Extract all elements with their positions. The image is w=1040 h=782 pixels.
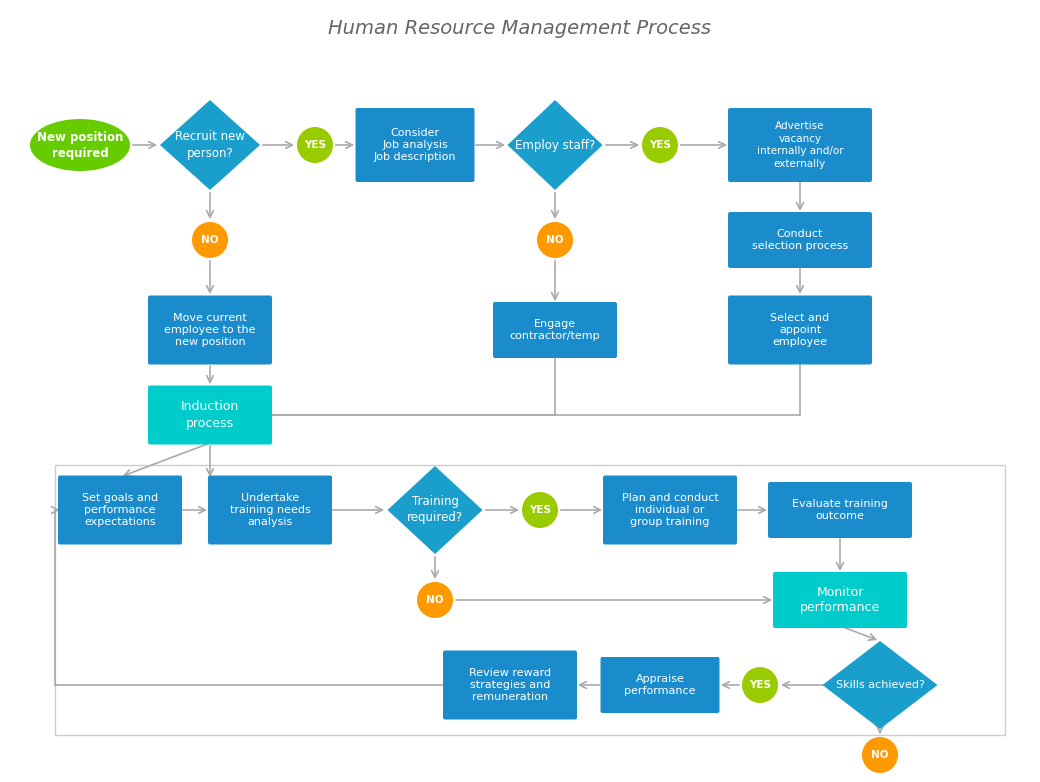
FancyBboxPatch shape [493, 302, 617, 358]
Text: NO: NO [202, 235, 218, 245]
FancyBboxPatch shape [148, 296, 272, 364]
Text: Set goals and
performance
expectations: Set goals and performance expectations [82, 493, 158, 527]
Text: Undertake
training needs
analysis: Undertake training needs analysis [230, 493, 310, 527]
Text: NO: NO [426, 595, 444, 605]
Text: Review reward
strategies and
remuneration: Review reward strategies and remuneratio… [469, 668, 551, 702]
Text: YES: YES [749, 680, 771, 690]
Text: YES: YES [649, 140, 671, 150]
Polygon shape [823, 641, 937, 729]
Text: Appraise
performance: Appraise performance [624, 674, 696, 696]
FancyBboxPatch shape [728, 108, 872, 182]
Text: NO: NO [872, 750, 889, 760]
Text: Monitor
performance: Monitor performance [800, 586, 880, 615]
Text: Human Resource Management Process: Human Resource Management Process [329, 19, 711, 38]
Circle shape [742, 667, 778, 703]
Text: Advertise
vacancy
internally and/or
externally: Advertise vacancy internally and/or exte… [757, 121, 843, 169]
Circle shape [862, 737, 898, 773]
FancyBboxPatch shape [148, 386, 272, 444]
Circle shape [192, 222, 228, 258]
Text: Training
required?: Training required? [407, 496, 463, 525]
Circle shape [537, 222, 573, 258]
Text: Skills achieved?: Skills achieved? [835, 680, 925, 690]
Text: Recruit new
person?: Recruit new person? [175, 131, 245, 160]
Text: YES: YES [529, 505, 551, 515]
Text: Induction
process: Induction process [181, 400, 239, 429]
Polygon shape [508, 100, 602, 190]
FancyBboxPatch shape [773, 572, 907, 628]
Circle shape [642, 127, 678, 163]
Polygon shape [160, 100, 260, 190]
Text: Consider
Job analysis
Job description: Consider Job analysis Job description [373, 127, 457, 163]
Text: Select and
appoint
employee: Select and appoint employee [771, 313, 830, 347]
Circle shape [522, 492, 558, 528]
FancyBboxPatch shape [603, 475, 737, 544]
Text: Conduct
selection process: Conduct selection process [752, 229, 849, 251]
Circle shape [417, 582, 453, 618]
Text: Move current
employee to the
new position: Move current employee to the new positio… [164, 313, 256, 347]
FancyBboxPatch shape [768, 482, 912, 538]
FancyBboxPatch shape [58, 475, 182, 544]
Text: NO: NO [546, 235, 564, 245]
Ellipse shape [30, 119, 130, 171]
Text: Employ staff?: Employ staff? [515, 138, 595, 152]
FancyBboxPatch shape [728, 296, 872, 364]
Text: YES: YES [304, 140, 326, 150]
FancyBboxPatch shape [728, 212, 872, 268]
Text: Engage
contractor/temp: Engage contractor/temp [510, 319, 600, 341]
Polygon shape [388, 466, 483, 554]
Circle shape [297, 127, 333, 163]
FancyBboxPatch shape [356, 108, 474, 182]
FancyBboxPatch shape [600, 657, 720, 713]
Text: Evaluate training
outcome: Evaluate training outcome [792, 499, 888, 521]
Text: Plan and conduct
individual or
group training: Plan and conduct individual or group tra… [622, 493, 719, 527]
FancyBboxPatch shape [208, 475, 332, 544]
FancyBboxPatch shape [443, 651, 577, 719]
Text: New position
required: New position required [36, 131, 123, 160]
